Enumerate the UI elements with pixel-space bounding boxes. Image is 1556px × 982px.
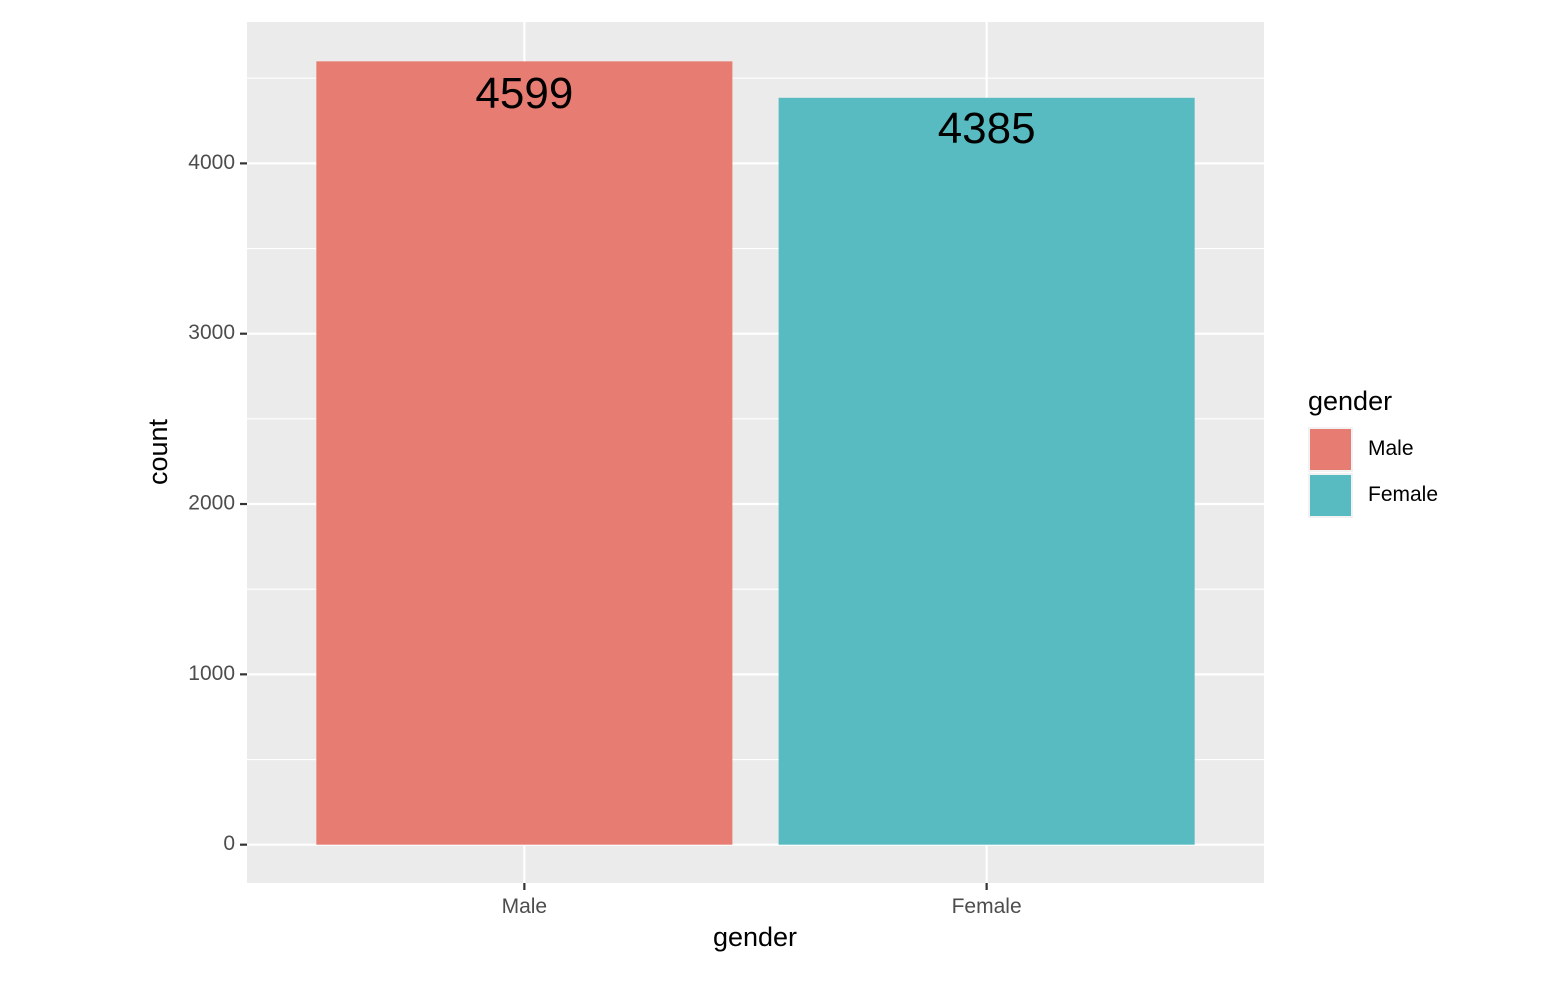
y-tick-label: 3000: [188, 321, 235, 344]
bar-labels-group: 4599 4385: [475, 69, 1035, 153]
legend-swatch-male: [1310, 429, 1351, 470]
y-tick-label: 0: [223, 832, 235, 855]
bar-value-label: 4385: [938, 104, 1036, 153]
x-axis: Male Female: [502, 883, 1022, 918]
bar-male: [316, 61, 733, 845]
bar-female: [778, 97, 1195, 845]
y-tick-label: 1000: [188, 662, 235, 685]
bars-group: [316, 61, 1195, 845]
y-axis-title: count: [143, 418, 173, 485]
legend-title: gender: [1308, 386, 1392, 416]
x-tick-label: Female: [952, 895, 1022, 918]
bar-value-label: 4599: [475, 69, 573, 118]
legend: gender Male Female: [1308, 386, 1438, 518]
y-tick-label: 2000: [188, 492, 235, 515]
legend-label: Male: [1368, 437, 1414, 460]
y-tick-label: 4000: [188, 151, 235, 174]
x-tick-label: Male: [502, 895, 548, 918]
x-axis-title: gender: [713, 922, 797, 952]
legend-label: Female: [1368, 483, 1438, 506]
legend-swatch-female: [1310, 475, 1351, 516]
y-axis: 0 1000 2000 3000 4000: [188, 151, 247, 855]
